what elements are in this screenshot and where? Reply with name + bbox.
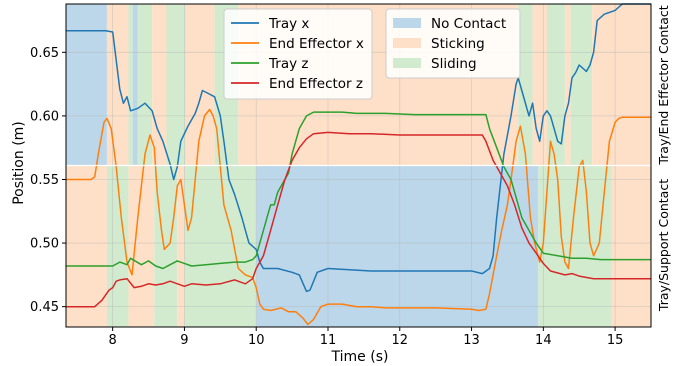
band-top-sliding — [137, 4, 153, 166]
right-label-bottom: Tray/Support Contact — [656, 179, 671, 312]
legend-label-sliding: Sliding — [431, 56, 477, 72]
band-top-sliding — [518, 4, 533, 166]
series-lines — [66, 3, 651, 326]
x-tick-label: 13 — [463, 333, 480, 348]
y-tick-label: 0.50 — [30, 237, 59, 252]
x-ticks: 8 9 10 11 12 13 14 15 — [109, 327, 624, 348]
x-tick-label: 15 — [607, 333, 624, 348]
series-line-tray-z — [66, 111, 651, 270]
legend-label-sticking: Sticking — [431, 36, 485, 52]
band-bottom-no-contact — [256, 165, 539, 327]
legend-label-tray-z: Tray z — [268, 56, 308, 72]
x-tick-label: 11 — [320, 333, 337, 348]
legend-label-tray-x: Tray x — [268, 16, 309, 32]
band-top-sticking — [564, 4, 571, 166]
x-tick-label: 12 — [391, 333, 408, 348]
y-tick-label: 0.45 — [30, 300, 59, 315]
band-top-no-contact — [132, 4, 138, 166]
y-ticks: 0.45 0.50 0.55 0.60 0.65 — [30, 46, 66, 315]
x-tick-label: 8 — [109, 333, 117, 348]
legend-label-no-contact: No Contact — [431, 16, 506, 32]
legend-label-end-effector-z: End Effector z — [269, 76, 363, 92]
y-tick-label: 0.55 — [30, 173, 59, 188]
series-line-tray-x — [66, 3, 651, 293]
band-bottom-sliding — [184, 165, 257, 327]
band-top-sliding — [570, 4, 593, 166]
band-top-sliding — [166, 4, 186, 166]
series-line-end-effector-x — [66, 108, 651, 326]
band-top-sliding — [546, 4, 565, 166]
band-bottom-sticking — [66, 165, 107, 327]
legend-swatch-sticking — [393, 38, 421, 48]
contact-bands — [66, 4, 651, 327]
y-tick-label: 0.65 — [30, 46, 59, 61]
x-tick-label: 10 — [248, 333, 265, 348]
x-axis-label: Time (s) — [331, 349, 389, 365]
legend-swatch-sliding — [393, 58, 421, 68]
y-axis-label: Position (m) — [11, 121, 27, 205]
legend-series: Tray x End Effector x Tray z End Effector z — [223, 8, 373, 100]
x-tick-label: 14 — [535, 333, 552, 348]
legend-contact: No Contact Sticking Sliding — [385, 8, 521, 79]
band-top-sliding — [128, 4, 133, 166]
band-bottom-sliding — [154, 165, 178, 327]
legend-series-box — [223, 8, 373, 100]
band-bottom-sticking — [177, 165, 185, 327]
band-top-sticking — [106, 4, 129, 166]
right-label-top: Tray/End Effector Contact — [656, 5, 671, 165]
series-line-end-effector-z — [66, 131, 651, 308]
band-top-sticking — [185, 4, 215, 166]
plot-frame — [65, 3, 652, 328]
band-bottom-sliding — [106, 165, 129, 327]
x-tick-label: 9 — [180, 333, 188, 348]
band-top-sticking — [152, 4, 167, 166]
band-top-sticking — [592, 4, 651, 166]
y-tick-label: 0.60 — [30, 109, 59, 124]
legend-label-end-effector-x: End Effector x — [269, 36, 364, 52]
band-bottom-sticking — [611, 165, 651, 327]
legend-swatch-no-contact — [393, 18, 421, 28]
band-bottom-sliding — [538, 165, 612, 327]
